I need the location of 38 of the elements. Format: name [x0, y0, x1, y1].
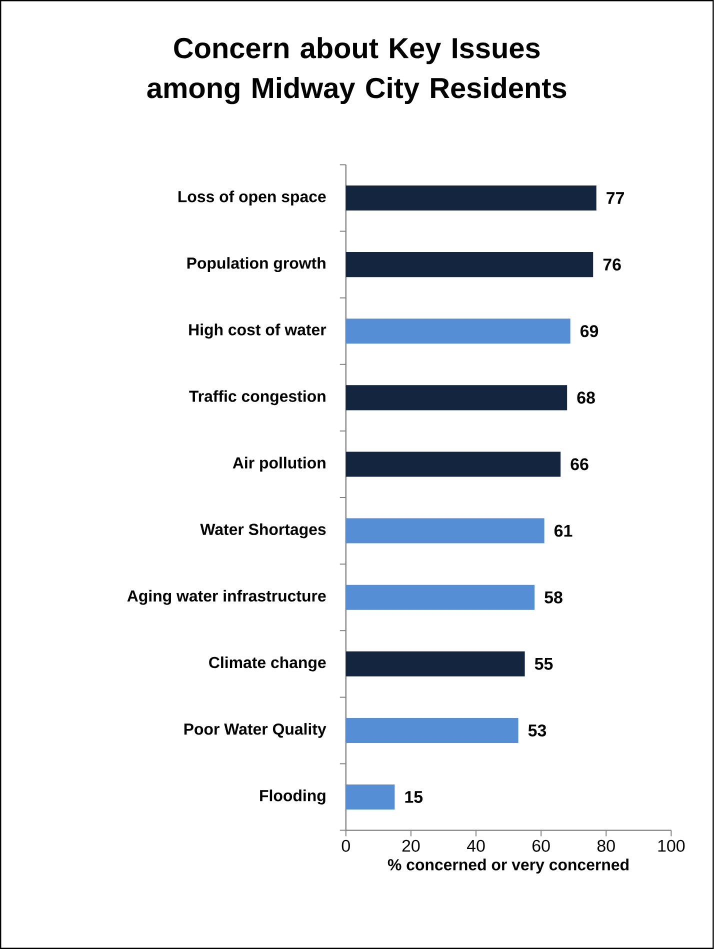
data-label: 55: [534, 658, 553, 670]
bar: [346, 185, 596, 211]
y-tick-label: Loss of open space: [178, 190, 326, 206]
y-tick-label: Poor Water Quality: [184, 723, 326, 738]
x-tick-label: 40: [467, 840, 485, 852]
data-label: 53: [528, 724, 546, 736]
bar: [346, 584, 535, 610]
bar: [346, 651, 525, 676]
x-tick-label: 0: [342, 840, 350, 852]
y-tick-label: Traffic congestion: [189, 390, 326, 406]
y-tick-label: Population growth: [188, 257, 326, 272]
y-tick-label: Climate change: [209, 656, 326, 672]
data-label: 76: [603, 258, 621, 271]
bar: [346, 518, 544, 544]
y-tick-label: Aging water infrastructure: [127, 590, 326, 605]
y-tick-label: Air pollution: [232, 456, 326, 472]
bar: [346, 784, 395, 810]
data-label: 77: [606, 192, 624, 204]
data-label: 58: [544, 591, 563, 604]
data-label: 68: [577, 392, 596, 404]
bar: [346, 385, 568, 410]
x-axis-title: % concerned or very concerned: [388, 858, 629, 874]
bar: [346, 252, 594, 278]
x-tick-label: 100: [658, 840, 685, 852]
x-tick-label: 80: [598, 840, 615, 852]
bar: [346, 718, 518, 743]
data-label: 66: [570, 458, 588, 470]
chart-title: Concern about Key Issues among Midway City Residents: [147, 37, 566, 104]
y-tick-label: High cost of water: [189, 324, 326, 339]
bar: [346, 452, 561, 477]
data-label: 69: [580, 325, 598, 338]
x-tick-label: 20: [402, 840, 420, 852]
bar: [346, 318, 570, 344]
data-label: 15: [405, 791, 423, 803]
y-tick-label: Flooding: [260, 790, 326, 804]
y-tick-label: Water Shortages: [200, 523, 326, 538]
data-label: 61: [554, 524, 572, 537]
x-tick-label: 60: [532, 840, 550, 852]
